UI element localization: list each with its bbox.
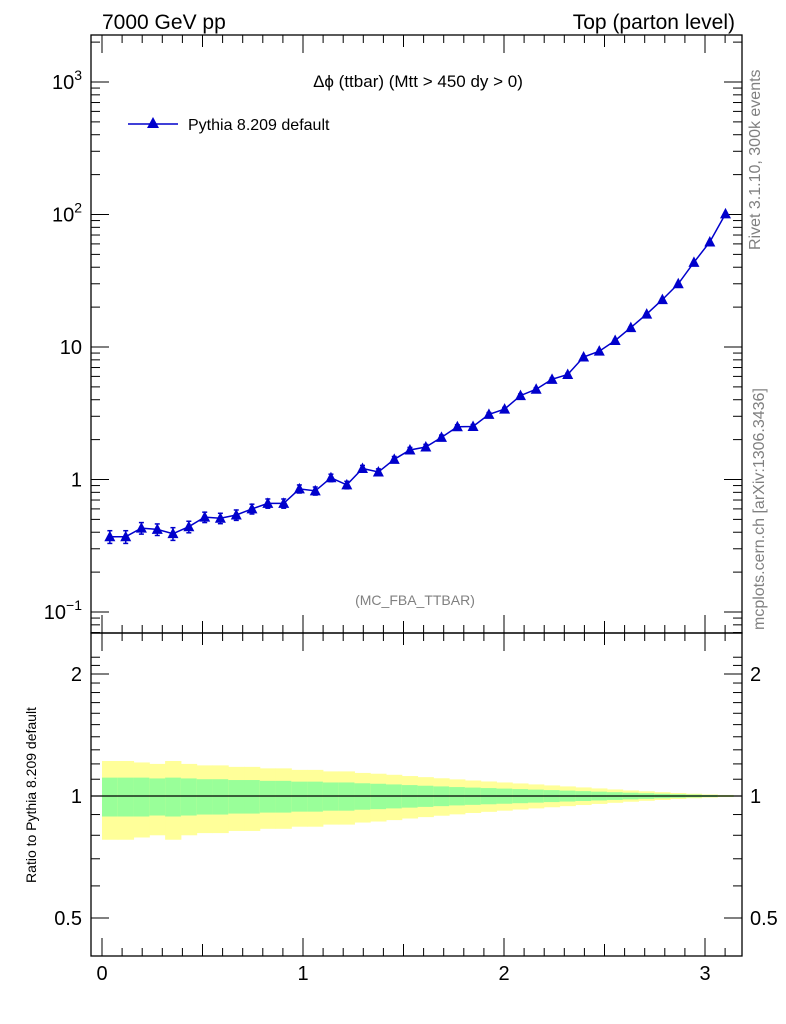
band-inner [149,778,166,816]
band-inner [165,777,182,817]
band-inner [102,777,119,817]
data-point [388,453,400,464]
band-inner [307,781,324,812]
data-point [483,408,495,419]
data-point [641,308,653,319]
legend-marker [147,117,159,128]
main-y-tick-label: 103 [52,67,82,94]
ratio-x-tick-label: 0 [96,963,107,985]
data-point [499,403,511,414]
data-point [293,482,305,494]
data-point [578,351,590,362]
main-series-group [104,207,732,545]
main-axis-ticks [91,35,742,634]
data-point [167,527,179,539]
band-inner [212,779,229,815]
data-point [530,383,542,394]
legend: Pythia 8.209 default [128,117,330,134]
ratio-y-tick-label-right: 2 [750,664,761,686]
data-point [341,478,353,490]
main-panel: Δϕ (ttbar) (Mtt > 450 dy > 0) (MC_FBA_TT… [44,34,743,634]
legend-label: Pythia 8.209 default [188,117,330,134]
data-point [214,512,226,523]
main-title: Δϕ (ttbar) (Mtt > 450 dy > 0) [313,72,523,91]
data-point [183,520,195,532]
data-point [656,293,668,305]
data-point [230,508,242,520]
band-inner [291,781,308,812]
band-inner [117,777,135,817]
band-inner [228,780,245,814]
main-y-tick-label: 1 [71,470,82,492]
data-point [609,334,621,345]
ratio-ylabel: Ratio to Pythia 8.209 default [23,707,39,883]
main-y-tick-label: 102 [52,200,82,227]
ratio-x-tick-label: 1 [297,963,308,985]
data-point [135,522,147,533]
data-point [151,523,163,534]
main-y-tick-label: 10−1 [44,597,82,624]
band-inner [244,780,261,814]
ratio-y-tick-label-right: 0.5 [750,908,778,930]
data-point [593,345,605,356]
data-point [356,462,368,474]
ratio-frame [90,632,743,957]
band-inner [259,780,277,813]
data-point [672,277,684,289]
data-point [514,389,526,401]
rivet-label: Rivet 3.1.10, 300k events [747,69,764,250]
band-inner [196,779,213,815]
mcplots-label: mcplots.cern.ch [arXiv:1306.3436] [751,388,768,630]
data-point [325,471,337,483]
ratio-x-tick-labels: 0 1 2 3 [96,963,710,985]
data-point [246,502,258,514]
ratio-panel: 0.5 0.5 1 1 2 2 0 1 2 3 Ratio to Pythia 8.209 de… [23,632,778,985]
data-point [309,484,321,496]
ratio-y-tick-label: 0.5 [54,908,82,930]
header-right-label: Top (parton level) [573,11,735,34]
data-point [120,530,132,542]
main-y-tick-label: 10 [60,337,82,359]
ratio-y-tick-label: 1 [71,786,82,808]
ratio-y-tick-labels: 0.5 0.5 1 1 2 2 [54,664,778,930]
data-point [688,256,700,267]
data-point [704,236,716,247]
header-left-label: 7000 GeV pp [102,11,226,34]
data-point [420,440,432,452]
band-inner [180,778,198,816]
main-y-tick-labels: 10−1 1 10 102 103 [44,67,82,624]
ratio-axis-ticks [91,633,742,956]
ratio-y-tick-label: 2 [71,664,82,686]
data-point [199,511,211,522]
data-point [435,431,447,442]
data-point [562,368,574,380]
band-inner [133,777,150,817]
data-point [104,530,116,542]
data-point [625,321,637,333]
band-inner [275,780,292,813]
data-point [451,420,463,432]
data-point [467,420,479,432]
series-line [109,213,727,538]
data-point [720,207,732,219]
data-point [404,443,416,455]
data-point [372,465,384,477]
ratio-x-tick-label: 3 [699,963,710,985]
ratio-y-tick-label-right: 1 [750,786,761,808]
data-point [262,497,274,508]
analysis-label: (MC_FBA_TTBAR) [355,592,475,608]
data-point [278,497,290,508]
data-point [546,373,558,384]
ratio-bands [102,761,734,840]
ratio-x-tick-label: 2 [498,963,509,985]
